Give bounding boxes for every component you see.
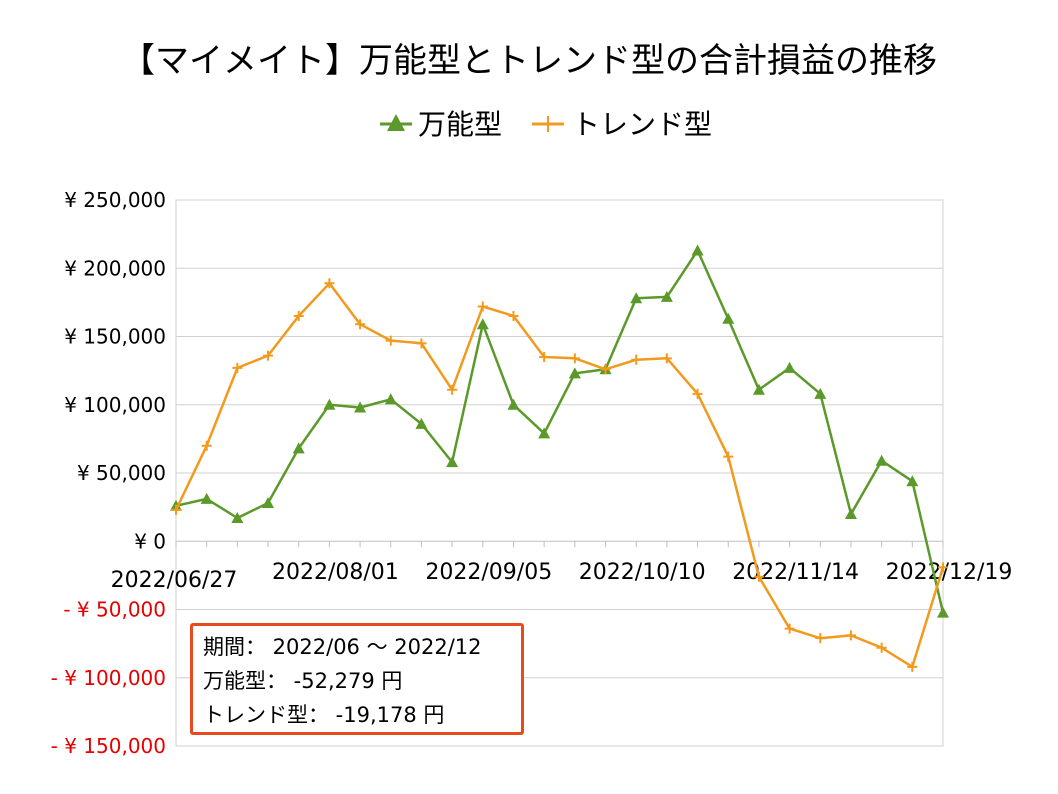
data-point-universal (783, 361, 796, 373)
data-point-trend (293, 311, 304, 322)
data-point-universal (752, 383, 765, 395)
data-point-trend (385, 335, 396, 346)
data-point-trend (723, 451, 734, 462)
data-point-trend (447, 384, 458, 395)
data-point-trend (661, 353, 672, 364)
data-point-trend (355, 319, 366, 330)
data-point-universal (200, 492, 213, 504)
data-point-universal (568, 367, 581, 379)
y-tick-label: ¥ 100,000 (64, 393, 166, 417)
data-point-trend (201, 440, 212, 451)
data-point-trend (263, 350, 274, 361)
legend-label-universal: 万能型 (418, 108, 502, 141)
series-line-universal (175, 249, 945, 613)
data-point-trend (477, 301, 488, 312)
data-point-universal (722, 312, 735, 324)
data-point-trend (631, 354, 642, 365)
data-point-trend (815, 633, 826, 644)
legend-label-trend: トレンド型 (572, 108, 712, 141)
data-point-universal (630, 292, 643, 304)
data-point-trend (539, 351, 550, 362)
y-tick-label: ¥ 0 (134, 529, 166, 553)
y-tick-label: - ¥ 150,000 (51, 734, 166, 758)
data-point-trend (232, 362, 243, 373)
data-point-trend (416, 338, 427, 349)
data-point-universal (844, 507, 857, 519)
data-point-universal (875, 454, 888, 466)
summary-period: 期間： 2022/06 ～ 2022/12 (203, 635, 482, 659)
summary-box: 期間： 2022/06 ～ 2022/12 万能型： -52,279 円 トレン… (190, 623, 524, 735)
data-point-universal (446, 456, 459, 468)
data-point-universal (538, 427, 551, 439)
data-point-universal (231, 512, 244, 524)
summary-universal-total: 万能型： -52,279 円 (203, 669, 403, 693)
legend-marker-universal (387, 114, 405, 131)
data-point-trend (569, 353, 580, 364)
data-point-universal (323, 398, 336, 410)
plot-area (175, 199, 944, 747)
chart-title: 【マイメイト】万能型とトレンド型の合計損益の推移 (121, 41, 937, 81)
data-point-trend (753, 571, 764, 582)
data-point-universal (354, 401, 367, 413)
legend-marker-trend (540, 116, 556, 132)
data-point-trend (845, 630, 856, 641)
data-point-trend (907, 661, 918, 672)
data-point-universal (937, 606, 949, 618)
data-point-trend (938, 562, 948, 573)
data-point-trend (600, 364, 611, 375)
y-tick-label: - ¥ 50,000 (63, 598, 166, 622)
x-tick-label: 2022/12/19 (886, 560, 1013, 585)
y-tick-label: ¥ 150,000 (64, 325, 166, 349)
data-point-universal (262, 497, 275, 509)
data-point-trend (876, 642, 887, 653)
data-point-trend (784, 623, 795, 634)
data-point-universal (814, 387, 827, 399)
x-tick-label: 2022/09/05 (425, 560, 552, 585)
x-tick-label: 2022/08/01 (272, 560, 399, 585)
x-tick-label: 2022/06/27 (111, 568, 238, 593)
data-point-universal (507, 398, 520, 410)
data-point-universal (906, 475, 919, 487)
x-tick-label: 2022/10/10 (579, 560, 706, 585)
y-tick-label: ¥ 50,000 (77, 461, 166, 485)
data-point-universal (476, 318, 489, 330)
data-point-trend (692, 388, 703, 399)
summary-trend-total: トレンド型： -19,178 円 (203, 703, 445, 727)
y-tick-label: - ¥ 100,000 (51, 666, 166, 690)
data-point-universal (384, 393, 397, 405)
data-point-universal (660, 290, 673, 302)
data-point-universal (415, 417, 428, 429)
data-point-trend (171, 504, 181, 515)
y-tick-label: ¥ 250,000 (64, 188, 166, 212)
y-tick-label: ¥ 200,000 (64, 256, 166, 280)
series-line-trend (174, 282, 945, 669)
x-tick-label: 2022/11/14 (732, 560, 859, 585)
data-point-universal (691, 244, 704, 256)
data-point-trend (324, 278, 335, 289)
data-point-trend (508, 311, 519, 322)
data-point-universal (292, 442, 305, 454)
